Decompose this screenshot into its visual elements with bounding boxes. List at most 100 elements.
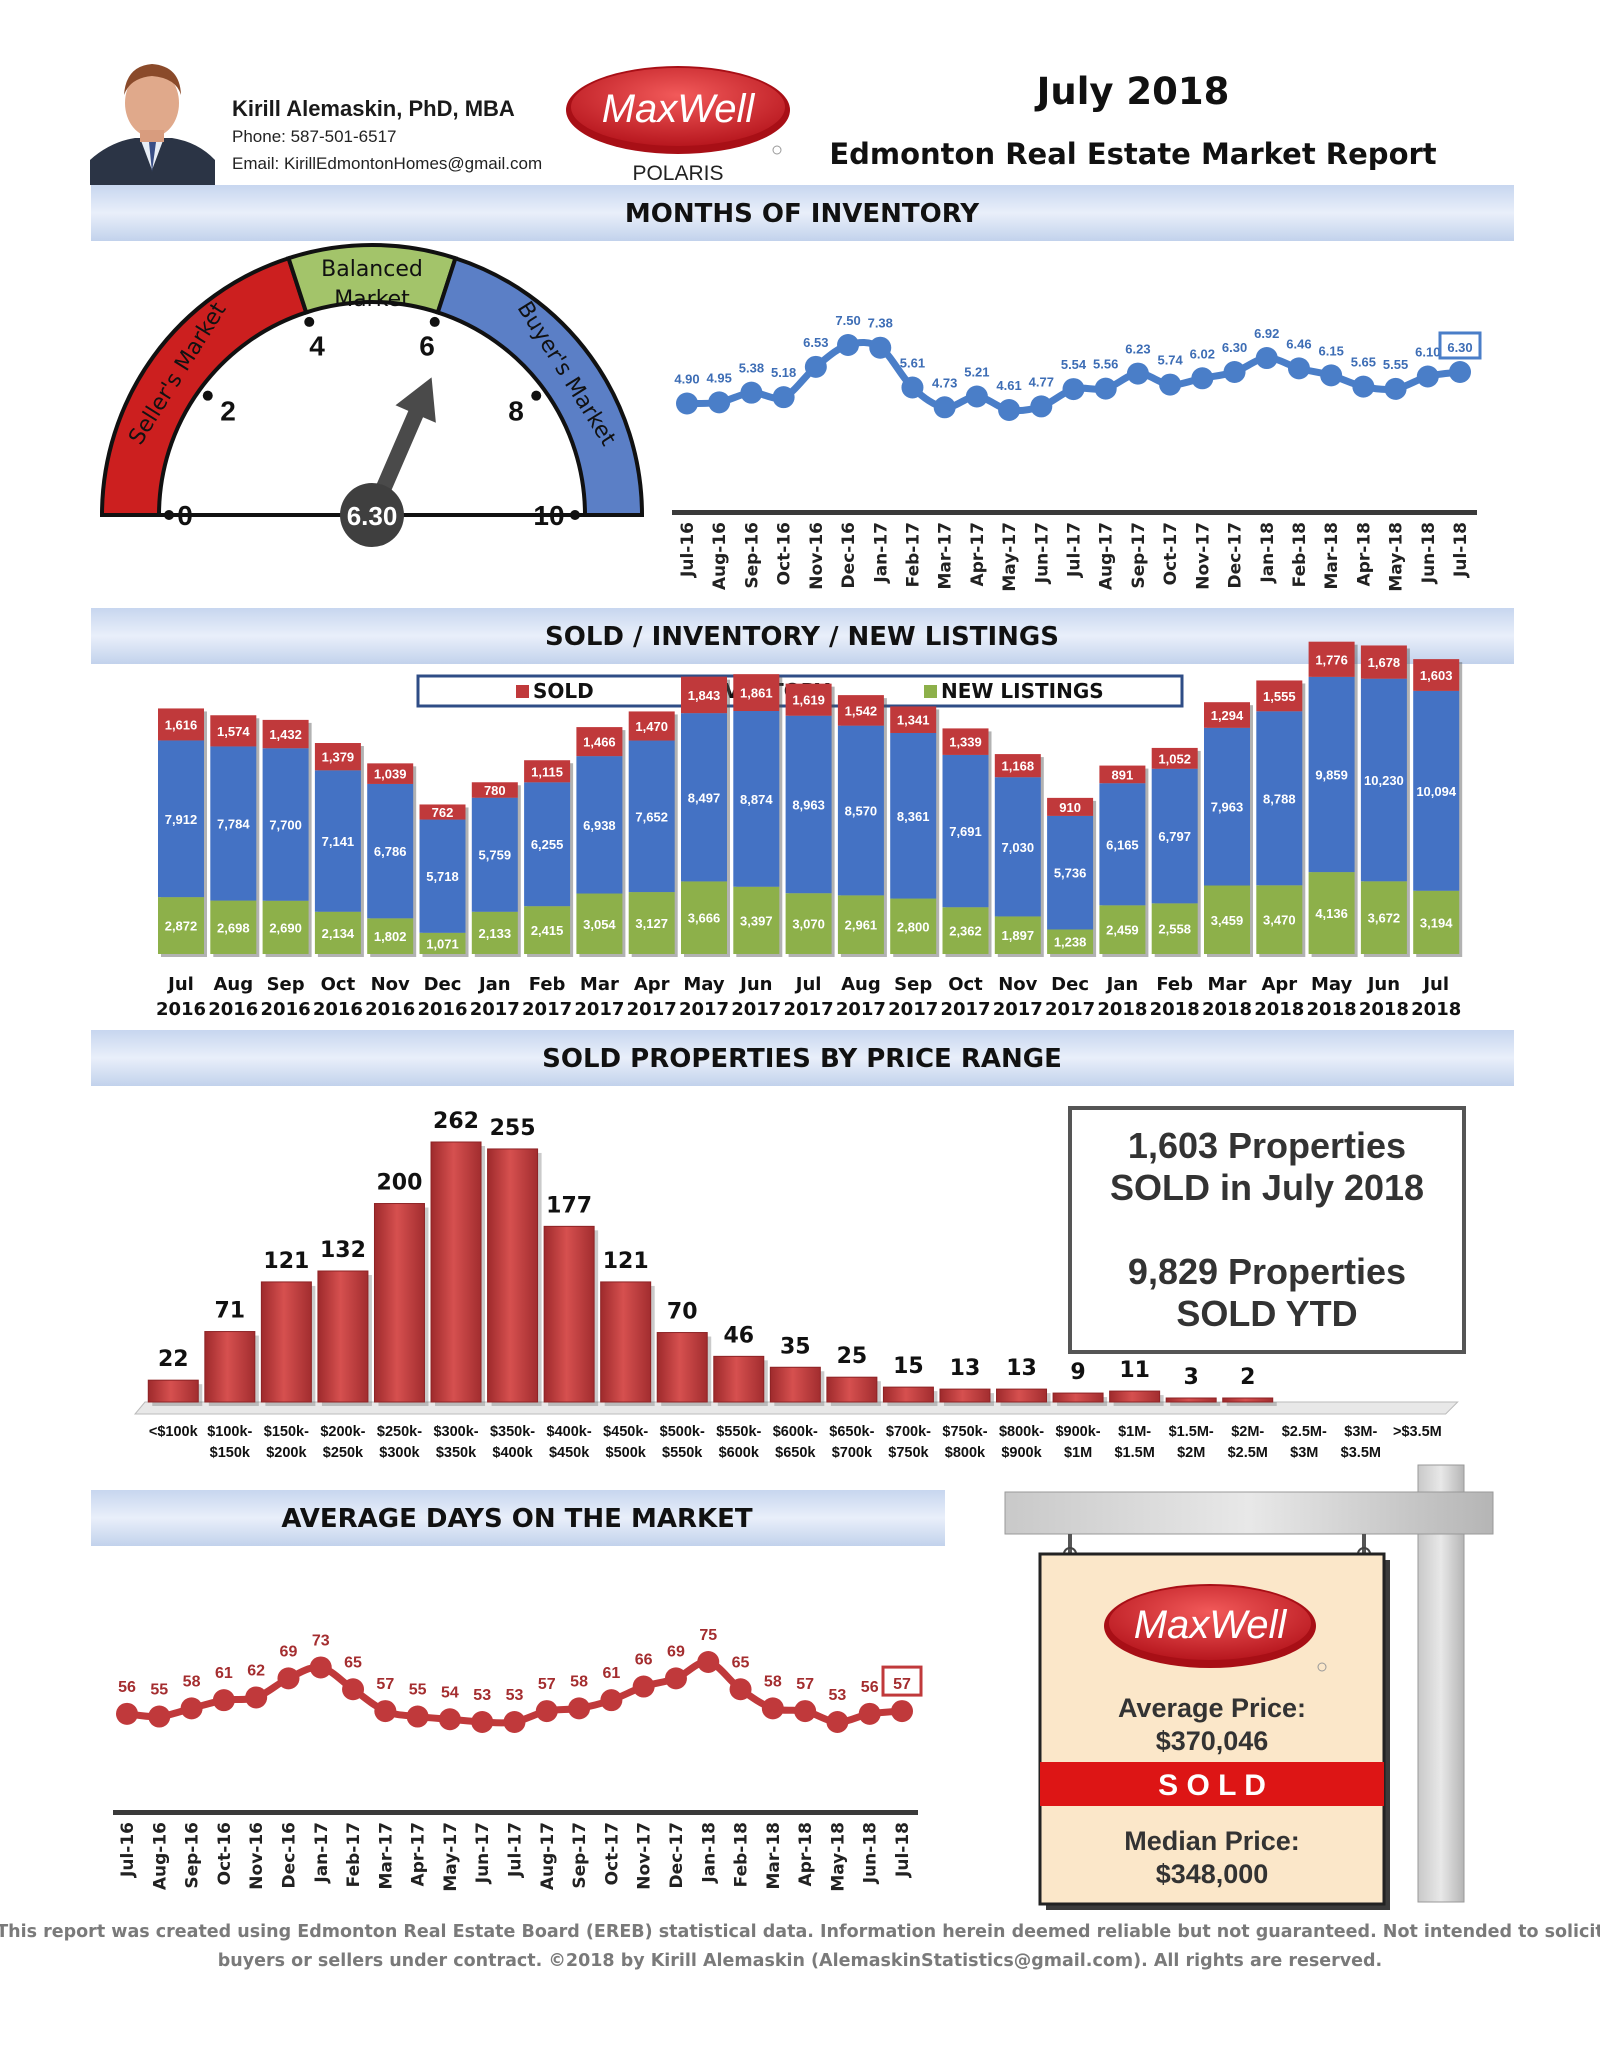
bar-sold: [210, 715, 257, 747]
data-point: [794, 1700, 817, 1723]
x-range-label-2: $500k: [606, 1445, 647, 1461]
x-range-label-2: $800k: [945, 1445, 986, 1461]
x-tick-label: Dec-17: [1226, 522, 1246, 588]
data-point: [342, 1678, 365, 1701]
price-bar-label: 3: [1184, 1365, 1199, 1390]
x-tick-label: Nov-16: [247, 1822, 267, 1890]
bar-new-listings: [1308, 872, 1355, 954]
bar-sold: [1360, 645, 1407, 679]
price-bar-label: 2: [1240, 1365, 1255, 1390]
label-new-listings: 3,054: [583, 917, 616, 932]
gauge-label-balanced-1: Balanced: [321, 257, 423, 282]
bar-sold: [1151, 747, 1198, 769]
gauge-tick-label: 0: [177, 500, 193, 531]
x-tick-label: Nov-17: [635, 1822, 655, 1890]
data-point: [858, 1702, 881, 1725]
data-point: [1223, 360, 1246, 383]
bar-new-listings: [419, 932, 466, 954]
x-year-label: 2018: [1307, 999, 1357, 1020]
x-tick-label: Mar-17: [376, 1822, 396, 1890]
agent-name: Kirill Alemaskin, PhD, MBA: [232, 96, 515, 121]
average-price-label: Average Price:: [1118, 1693, 1306, 1723]
gauge-value: 6.30: [347, 501, 398, 531]
section-title-price-range: SOLD PROPERTIES BY PRICE RANGE: [542, 1044, 1062, 1074]
bar-inventory: [733, 710, 780, 887]
x-month-label: Jul: [1421, 974, 1449, 995]
x-tick-label: Sep-16: [183, 1822, 203, 1889]
label-new-listings: 4,136: [1315, 906, 1348, 921]
label-new-listings: 2,415: [531, 923, 564, 938]
x-tick-label: Jul-18: [893, 1822, 913, 1878]
price-bar: [543, 1225, 595, 1403]
data-label: 5.65: [1351, 355, 1376, 370]
x-year-label: 2017: [731, 999, 781, 1020]
x-month-label: Apr: [634, 974, 670, 995]
footer-disclaimer-line1: This report was created using Edmonton R…: [0, 1922, 1600, 1942]
label-new-listings: 2,872: [165, 919, 198, 934]
bar-inventory: [890, 732, 937, 899]
maxwell-logo: MaxWell POLARIS: [566, 66, 790, 185]
label-inventory: 5,718: [426, 869, 459, 884]
price-bar: [1222, 1397, 1274, 1403]
price-bar: [260, 1281, 312, 1403]
data-point: [965, 385, 988, 408]
data-point: [708, 391, 731, 414]
legend-swatch-new-listings: [924, 685, 937, 698]
price-bar-label: 15: [893, 1354, 924, 1379]
bar-sold: [994, 754, 1041, 778]
bar-inventory: [1151, 768, 1198, 904]
logo-text: MaxWell: [602, 87, 756, 131]
price-bar: [996, 1388, 1048, 1403]
x-range-label-2: $3.5M: [1341, 1445, 1381, 1461]
bar-new-listings: [942, 907, 989, 954]
x-range-label-2: $900k: [1001, 1445, 1042, 1461]
data-label: 73: [312, 1632, 330, 1649]
x-tick-label: Jan-17: [312, 1822, 332, 1884]
data-label: 6.15: [1319, 343, 1344, 358]
label-new-listings: 3,194: [1420, 915, 1453, 930]
data-point: [277, 1667, 300, 1690]
section-band-days: [91, 1490, 945, 1546]
bar-sold: [733, 674, 780, 711]
gauge-tick-label: 2: [220, 395, 236, 426]
x-tick-label: Oct-17: [602, 1822, 622, 1885]
label-inventory: 6,797: [1158, 829, 1191, 844]
bar-inventory: [210, 746, 257, 901]
label-inventory: 7,700: [269, 817, 302, 832]
bar-inventory: [158, 740, 204, 898]
label-inventory: 7,691: [949, 824, 982, 839]
sign-logo-text: MaxWell: [1134, 1603, 1288, 1647]
data-label: 6.53: [803, 335, 828, 350]
label-sold: 1,542: [845, 703, 878, 718]
data-label: 53: [829, 1687, 847, 1704]
bar-new-listings: [733, 886, 780, 954]
label-inventory: 6,938: [583, 818, 616, 833]
label-inventory: 10,094: [1416, 784, 1457, 799]
x-month-label: Oct: [321, 974, 356, 995]
x-range-label-1: $400k-: [547, 1424, 592, 1440]
bar-sold: [367, 763, 414, 784]
label-sold: 1,574: [217, 724, 250, 739]
bar-new-listings: [994, 916, 1041, 954]
x-year-label: 2017: [522, 999, 572, 1020]
x-range-label-2: $350k: [436, 1445, 477, 1461]
x-year-label: 2017: [836, 999, 886, 1020]
x-range-label-2: $650k: [775, 1445, 816, 1461]
x-range-label-1: $100k-: [207, 1424, 252, 1440]
label-sold: 1,619: [792, 693, 825, 708]
x-tick-label: Jul-16: [678, 522, 698, 578]
x-month-label: Jun: [738, 974, 772, 995]
price-bar: [939, 1388, 991, 1403]
data-label: 57: [796, 1676, 814, 1693]
section-title-inventory: MONTHS OF INVENTORY: [625, 199, 980, 229]
x-month-label: Jul: [166, 974, 194, 995]
price-bar: [317, 1270, 369, 1403]
section-band-price-range: [91, 1030, 1514, 1086]
x-month-label: Dec: [424, 974, 462, 995]
x-tick-label: Aug-16: [150, 1822, 170, 1890]
x-year-label: 2017: [679, 999, 729, 1020]
price-bar: [1052, 1392, 1104, 1403]
x-year-label: 2016: [365, 999, 415, 1020]
label-sold: 1,168: [1002, 759, 1035, 774]
